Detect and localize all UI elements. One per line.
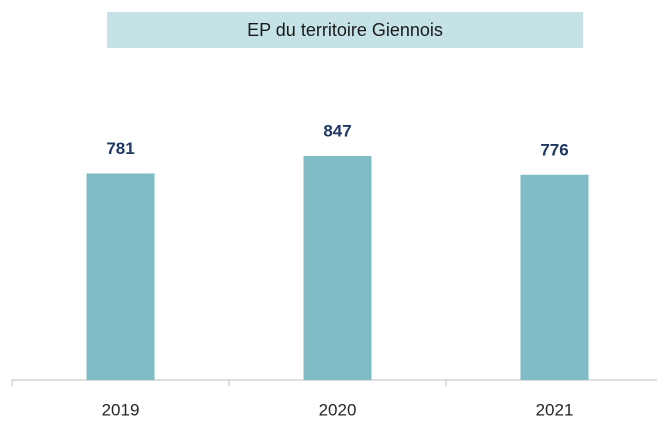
title-box: [107, 12, 583, 48]
data-label: 847: [323, 121, 351, 140]
data-label: 781: [106, 139, 134, 158]
x-tick-label: 2021: [536, 400, 574, 419]
x-tick-label: 2020: [319, 400, 357, 419]
chart-title: EP du territoire Giennois: [247, 20, 443, 40]
bar: [520, 174, 589, 380]
bar: [303, 156, 372, 380]
bar: [86, 173, 155, 380]
data-label: 776: [540, 140, 568, 159]
x-tick-label: 2019: [102, 400, 140, 419]
